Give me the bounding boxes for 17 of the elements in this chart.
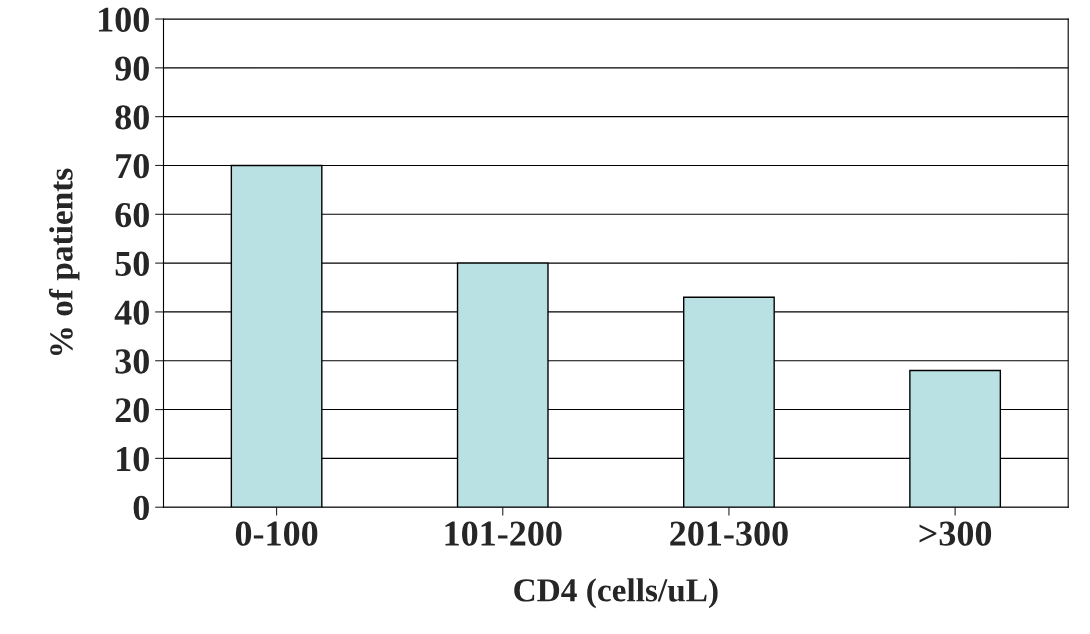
x-tick-label: >300 <box>919 521 992 546</box>
x-tick-label: 0-100 <box>235 521 318 546</box>
y-tick-label: 10 <box>117 446 149 472</box>
y-tick-label: 0 <box>133 495 149 521</box>
x-axis-title: CD4 (cells/uL) <box>514 578 718 609</box>
y-tick-label: 30 <box>115 349 149 374</box>
y-tick-label: 100 <box>99 7 149 32</box>
y-tick-label: 80 <box>115 105 149 130</box>
x-tick-label: 101-200 <box>445 521 562 546</box>
y-tick-label: 50 <box>115 251 149 276</box>
y-tick-label: 20 <box>115 398 149 423</box>
y-tick-label: 60 <box>115 202 149 228</box>
y-axis-title: % of patients <box>48 168 80 356</box>
y-tick-label: 40 <box>114 300 149 325</box>
y-tick-label: 70 <box>116 153 149 179</box>
x-tick-label: 201-300 <box>670 521 788 546</box>
y-tick-label: 90 <box>115 56 149 81</box>
